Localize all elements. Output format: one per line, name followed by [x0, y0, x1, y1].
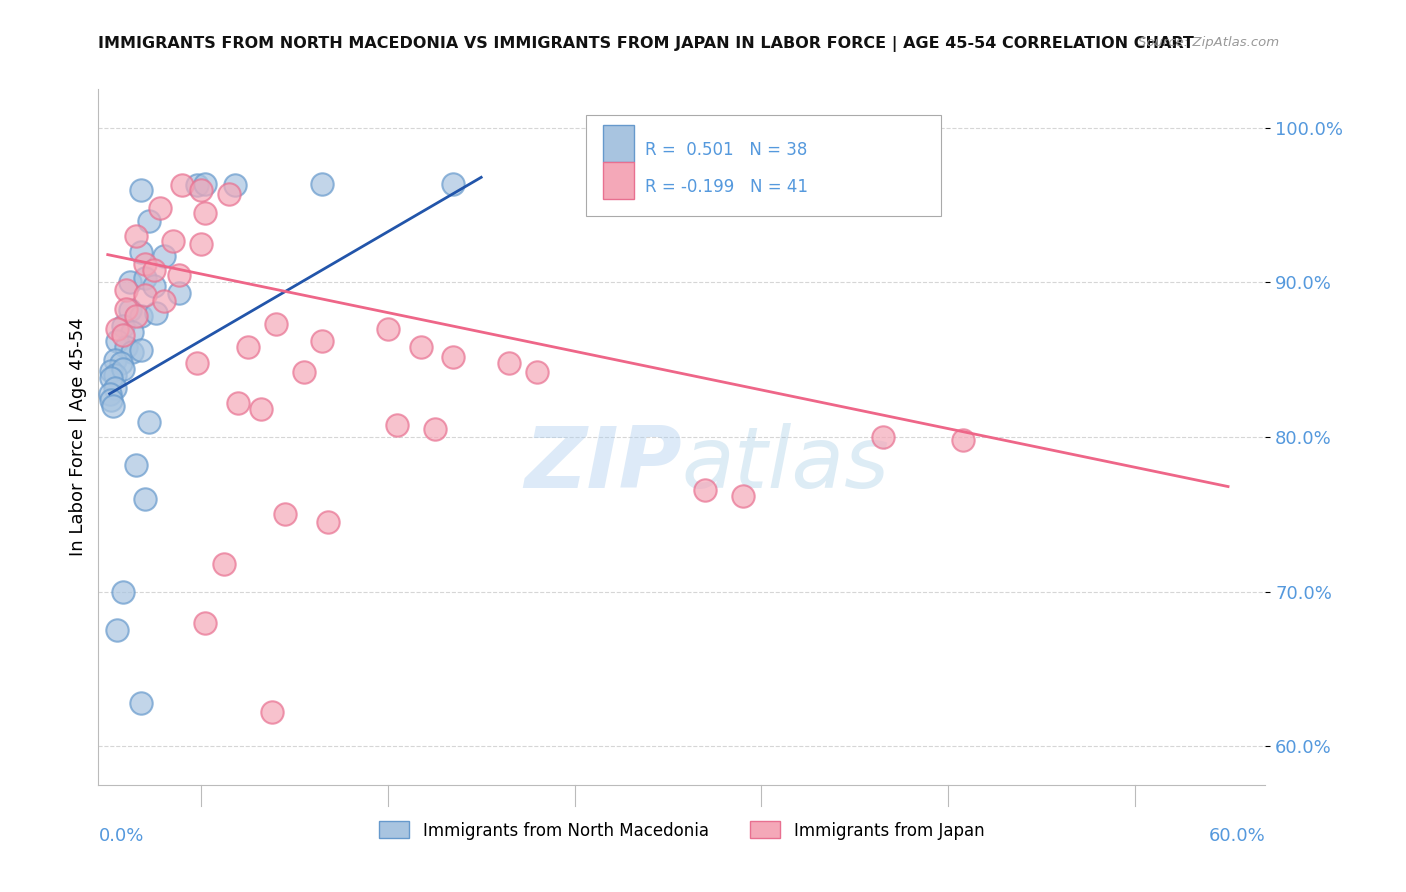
Point [224, 178, 246, 192]
Point [190, 183, 212, 197]
Point [120, 276, 142, 290]
Text: Source: ZipAtlas.com: Source: ZipAtlas.com [1139, 36, 1279, 49]
Point [311, 334, 333, 349]
Point [292, 365, 315, 379]
Point [167, 268, 190, 282]
Point [145, 306, 167, 320]
Point [125, 229, 148, 244]
Point [131, 343, 153, 358]
Text: 60.0%: 60.0% [1209, 827, 1265, 845]
Point [104, 381, 127, 395]
Point [731, 489, 754, 503]
Point [134, 491, 156, 506]
Point [121, 345, 143, 359]
Point [149, 201, 172, 215]
Point [98, 386, 121, 401]
Point [236, 340, 259, 354]
Point [134, 288, 156, 302]
Point [105, 322, 128, 336]
Point [100, 392, 122, 407]
Text: ZIP: ZIP [524, 424, 682, 507]
Point [262, 706, 284, 720]
Point [105, 334, 128, 349]
Point [138, 415, 160, 429]
Point [264, 317, 287, 331]
Point [143, 263, 166, 277]
Point [194, 177, 217, 191]
Point [131, 244, 153, 259]
Point [111, 362, 134, 376]
Point [212, 557, 235, 571]
Text: IMMIGRANTS FROM NORTH MACEDONIA VS IMMIGRANTS FROM JAPAN IN LABOR FORCE | AGE 45: IMMIGRANTS FROM NORTH MACEDONIA VS IMMIG… [98, 36, 1194, 52]
Point [423, 422, 446, 436]
Point [162, 234, 184, 248]
Point [441, 350, 464, 364]
Point [111, 328, 134, 343]
Point [228, 396, 250, 410]
Point [441, 177, 464, 191]
Point [152, 293, 174, 308]
Point [194, 206, 217, 220]
Text: R = -0.199   N = 41: R = -0.199 N = 41 [644, 178, 807, 195]
Point [250, 402, 273, 417]
Point [186, 356, 208, 370]
Point [115, 301, 138, 316]
Point [134, 257, 156, 271]
Y-axis label: In Labor Force | Age 45-54: In Labor Force | Age 45-54 [69, 318, 87, 557]
Point [172, 178, 194, 192]
Point [120, 303, 142, 318]
Text: R =  0.501   N = 38: R = 0.501 N = 38 [644, 141, 807, 159]
Point [105, 624, 128, 638]
Point [125, 458, 148, 472]
Point [377, 322, 399, 336]
Point [695, 483, 717, 497]
Point [111, 318, 134, 333]
Point [100, 371, 122, 385]
Point [131, 310, 153, 324]
Point [100, 363, 122, 377]
Point [152, 249, 174, 263]
Point [167, 286, 190, 301]
Point [104, 352, 127, 367]
Point [115, 340, 138, 354]
Point [131, 183, 153, 197]
Point [134, 270, 156, 285]
Point [274, 508, 297, 522]
Text: 0.0%: 0.0% [98, 827, 143, 845]
Point [194, 615, 217, 630]
Point [131, 696, 153, 710]
Point [218, 187, 240, 202]
Point [316, 515, 339, 529]
Point [121, 325, 143, 339]
Point [125, 310, 148, 324]
Point [311, 177, 333, 191]
Point [104, 368, 127, 383]
Point [498, 356, 520, 370]
Point [111, 584, 134, 599]
Legend: Immigrants from North Macedonia, Immigrants from Japan: Immigrants from North Macedonia, Immigra… [373, 814, 991, 847]
Point [385, 417, 408, 432]
Point [190, 236, 212, 251]
Point [103, 399, 125, 413]
Point [143, 278, 166, 293]
Point [110, 356, 132, 370]
Point [115, 283, 138, 297]
Point [526, 365, 548, 379]
Point [411, 340, 433, 354]
Point [186, 178, 208, 192]
Point [952, 433, 974, 447]
Point [138, 213, 160, 227]
Text: atlas: atlas [682, 424, 890, 507]
Point [872, 430, 894, 444]
